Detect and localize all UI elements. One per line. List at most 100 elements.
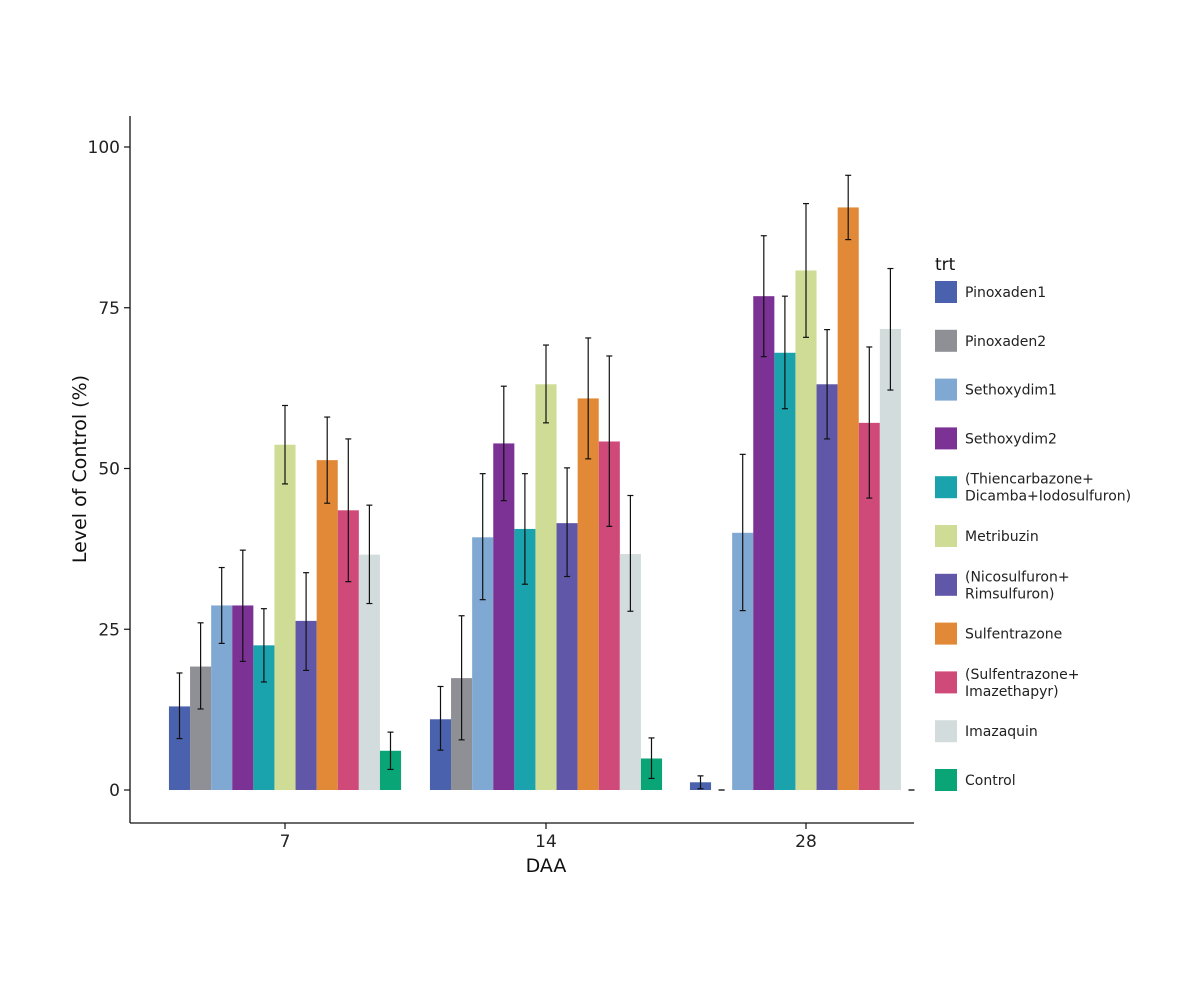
- legend-label: Sethoxydim2: [965, 431, 1057, 447]
- x-ticks: 7 14 28: [280, 823, 817, 852]
- legend-swatch: [935, 720, 957, 743]
- legend-label: (Sulfentrazone+ Imazethapyr): [965, 667, 1079, 700]
- legend-label: Pinoxaden1: [965, 285, 1046, 301]
- legend-item: Sethoxydim2: [935, 427, 1057, 450]
- y-axis-title: Level of Control (%): [69, 375, 91, 563]
- bar: [795, 270, 817, 791]
- legend-item: (Sulfentrazone+ Imazethapyr): [935, 667, 1079, 700]
- x-tick-label: 28: [795, 832, 817, 852]
- legend-item: Pinoxaden1: [935, 281, 1046, 303]
- error-bar: [437, 685, 444, 751]
- legend-swatch: [935, 476, 957, 499]
- bar: [316, 460, 338, 790]
- bar: [598, 441, 620, 790]
- error-bar: [803, 202, 809, 338]
- error-bar: [324, 416, 331, 504]
- bar: [774, 352, 796, 790]
- legend: trt Pinoxaden1 Pinoxaden2 Sethoxydim1 Setho…: [935, 255, 1131, 791]
- legend-label: Metribuzin: [965, 529, 1039, 545]
- error-bar: [845, 174, 852, 241]
- legend-swatch: [935, 378, 957, 401]
- bar: [211, 605, 233, 790]
- error-bar: [585, 337, 592, 460]
- error-bar: [239, 549, 246, 663]
- error-bar: [387, 731, 394, 771]
- bar: [337, 510, 359, 790]
- bar: [253, 645, 275, 790]
- legend-label: Sulfentrazone: [965, 627, 1062, 643]
- legend-label: Imazaquin: [965, 724, 1038, 740]
- y-tick-label: 100: [88, 138, 120, 158]
- bar: [858, 422, 880, 790]
- legend-label: Sethoxydim1: [965, 383, 1057, 399]
- legend-swatch: [935, 573, 957, 596]
- x-axis-title: DAA: [526, 855, 567, 877]
- bar: [816, 384, 838, 790]
- legend-item: Pinoxaden2: [935, 329, 1046, 352]
- error-bar: [260, 608, 267, 683]
- y-tick-label: 75: [98, 299, 120, 319]
- bar: [429, 719, 452, 790]
- error-bar: [521, 473, 528, 585]
- bar: [732, 532, 754, 790]
- y-ticks: 0 25 50 75 100: [88, 138, 130, 801]
- bar: [295, 620, 317, 790]
- error-bar: [500, 385, 507, 502]
- y-tick-label: 0: [109, 781, 120, 801]
- error-bar: [218, 566, 225, 644]
- error-bar: [866, 346, 873, 499]
- legend-title: trt: [935, 255, 956, 275]
- legend-label: (Nicosulfuron+ Rimsulfuron): [965, 569, 1070, 602]
- error-bar: [648, 737, 655, 780]
- legend-item: Metribuzin: [935, 525, 1039, 547]
- error-bar: [303, 572, 310, 672]
- error-bar: [781, 295, 788, 410]
- error-bar: [887, 267, 894, 391]
- legend-items: Pinoxaden1 Pinoxaden2 Sethoxydim1 Sethoxydi…: [935, 281, 1131, 791]
- bar: [619, 554, 641, 790]
- bar: [379, 750, 402, 790]
- error-bar: [606, 355, 613, 527]
- legend-item: Control: [935, 769, 1016, 791]
- legend-label: (Thiencarbazone+ Dicamba+Iodosulfuron): [965, 472, 1131, 505]
- legend-swatch: [935, 525, 957, 547]
- error-bar: [282, 404, 288, 485]
- error-bar: [760, 235, 767, 358]
- error-bar: [564, 467, 571, 578]
- legend-item: Imazaquin: [935, 720, 1038, 743]
- bar: [358, 554, 380, 790]
- error-bar: [824, 329, 831, 440]
- legend-swatch: [935, 622, 957, 645]
- bar: [232, 605, 254, 790]
- error-bar: [479, 473, 486, 601]
- legend-swatch: [935, 281, 957, 303]
- bar: [879, 328, 901, 790]
- legend-swatch: [935, 769, 957, 791]
- error-bar: [543, 344, 549, 424]
- bar: [577, 398, 599, 790]
- legend-item: (Thiencarbazone+ Dicamba+Iodosulfuron): [935, 472, 1131, 505]
- bar: [514, 528, 536, 790]
- error-bar: [366, 504, 373, 605]
- error-bar: [627, 494, 634, 612]
- bar: [556, 523, 578, 790]
- bar: [493, 443, 515, 790]
- legend-swatch: [935, 329, 957, 352]
- y-tick-label: 25: [98, 620, 120, 640]
- y-tick-label: 50: [98, 460, 120, 480]
- bar: [274, 444, 296, 790]
- x-tick-label: 7: [280, 832, 291, 852]
- error-bar: [739, 453, 746, 612]
- bars-layer: [168, 207, 901, 791]
- bar: [168, 706, 191, 790]
- legend-label: Control: [965, 773, 1016, 789]
- legend-item: Sulfentrazone: [935, 622, 1062, 645]
- error-bar: [345, 438, 352, 583]
- axes-layer: 0 25 50 75 100 7 14 28: [88, 116, 914, 852]
- bar: [535, 384, 557, 790]
- legend-swatch: [935, 671, 957, 694]
- error-bar: [697, 775, 704, 790]
- legend-label: Pinoxaden2: [965, 334, 1046, 350]
- bar: [753, 296, 775, 790]
